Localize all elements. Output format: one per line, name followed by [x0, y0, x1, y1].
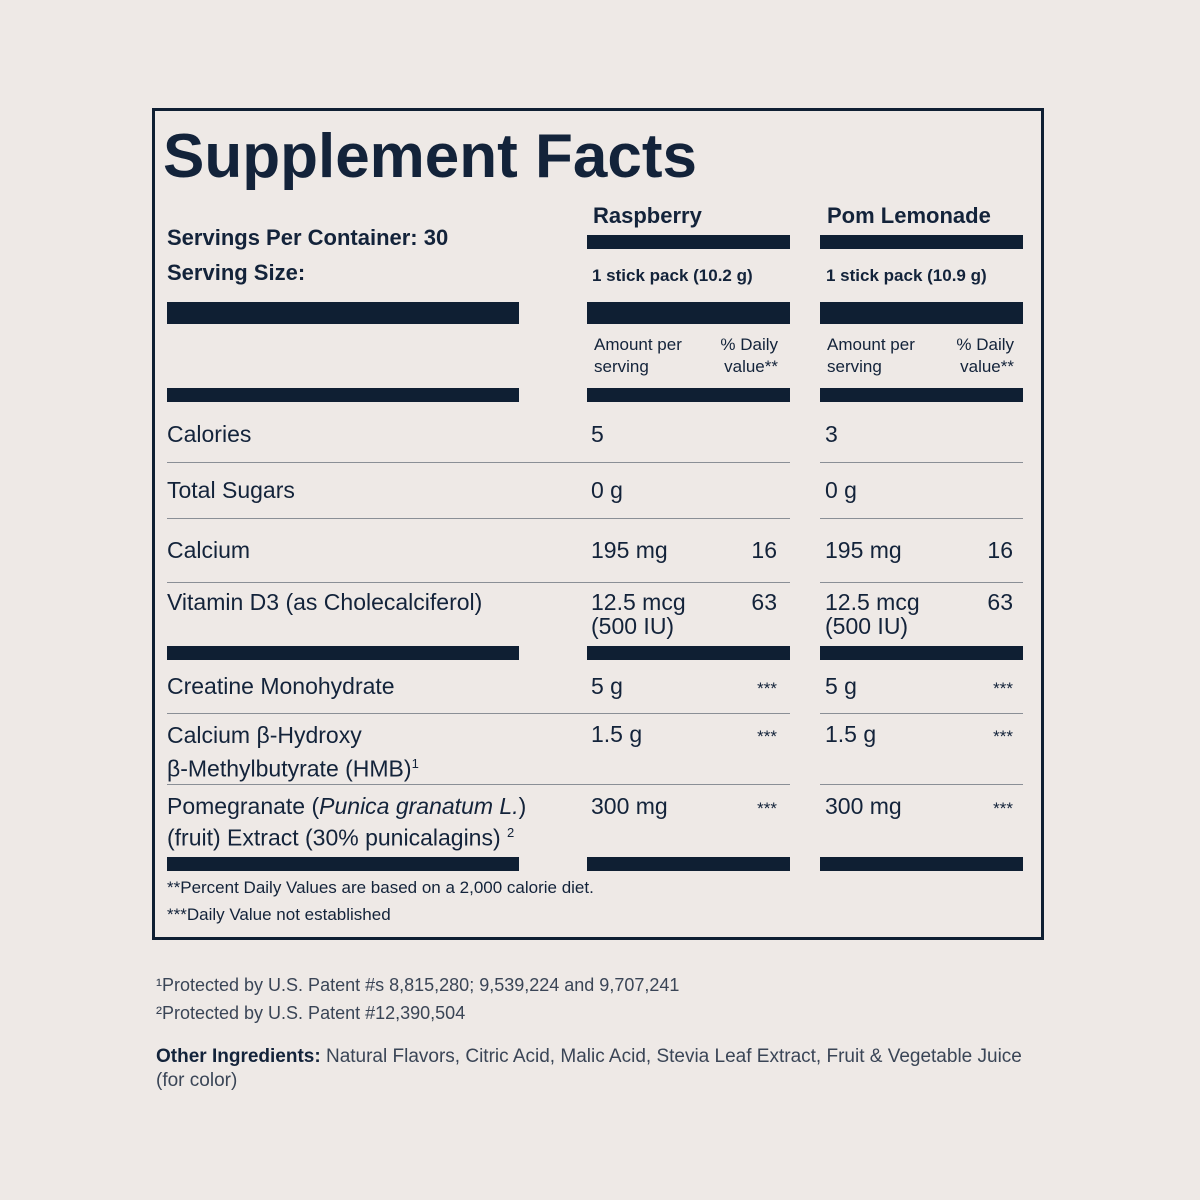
daily-value: ***: [757, 799, 777, 818]
amount-header: Amount per serving: [594, 335, 682, 376]
latin-name: Punica granatum L.: [319, 793, 519, 819]
amount: 1.5 g: [591, 721, 643, 747]
amount: 195 mg: [591, 537, 668, 563]
divider: [167, 462, 790, 463]
label-border: [152, 108, 1044, 940]
rule: [587, 857, 790, 871]
amount: 5 g: [825, 673, 857, 699]
rule: [587, 302, 790, 324]
footnote: ***Daily Value not established: [167, 905, 391, 924]
rule: [820, 235, 1023, 249]
daily-value: ***: [993, 799, 1013, 818]
rule: [167, 302, 519, 324]
footnote: **Percent Daily Values are based on a 2,…: [167, 878, 594, 897]
dv-header: % Daily value**: [956, 335, 1014, 376]
row-name: Pomegranate (Punica granatum L.): [167, 793, 526, 819]
rule: [167, 857, 519, 871]
serving: 1 stick pack (10.2 g): [592, 266, 753, 285]
row-name: (fruit) Extract (30% punicalagins) 2: [167, 820, 514, 851]
other-ingredients-label: Other Ingredients:: [156, 1046, 321, 1067]
rule: [820, 857, 1023, 871]
amount: 300 mg: [591, 793, 668, 819]
divider: [167, 784, 790, 785]
other-ingredients-text: Natural Flavors, Citric Acid, Malic Acid…: [156, 1046, 1022, 1091]
flavor: Raspberry: [593, 203, 702, 228]
divider: [167, 713, 790, 714]
row-name: β-Methylbutyrate (HMB)1: [167, 751, 419, 782]
row-name: Calcium β-Hydroxy: [167, 722, 362, 748]
amount: (500 IU): [591, 613, 675, 639]
rule: [167, 646, 519, 660]
rule: [820, 302, 1023, 324]
amount: 3: [825, 421, 838, 447]
servings: Servings Per Container: 30: [167, 225, 449, 250]
row-name-line: β-Methylbutyrate (HMB): [167, 755, 412, 782]
row-name: Creatine Monohydrate: [167, 673, 395, 699]
rule: [820, 388, 1023, 402]
row-name-part: Pomegranate (: [167, 793, 320, 819]
daily-value: 63: [751, 589, 777, 615]
daily-value: ***: [993, 727, 1013, 746]
divider: [820, 582, 1023, 583]
rule: [587, 235, 790, 249]
rule: [820, 646, 1023, 660]
amount: (500 IU): [825, 613, 909, 639]
divider: [820, 518, 1023, 519]
row-name: Vitamin D3 (as Cholecalciferol): [167, 589, 483, 615]
row-name: Calcium: [167, 537, 251, 563]
daily-value: 16: [751, 537, 777, 563]
amount: 0 g: [591, 477, 623, 503]
footnote-ref: 2: [507, 825, 515, 840]
divider: [820, 462, 1023, 463]
rule: [167, 388, 519, 402]
amount: 12.5 mcg: [825, 589, 920, 615]
daily-value: ***: [993, 679, 1013, 698]
amount: 5: [591, 421, 604, 447]
row-name: Total Sugars: [167, 477, 295, 503]
divider: [820, 784, 1023, 785]
amount-header: Amount per serving: [827, 335, 915, 376]
patent: ²Protected by U.S. Patent #12,390,504: [156, 1003, 466, 1023]
row-name-line: (fruit) Extract (30% punicalagins): [167, 824, 501, 851]
title: Supplement Facts: [163, 122, 697, 191]
flavor: Pom Lemonade: [827, 203, 991, 228]
amount: 0 g: [825, 477, 857, 503]
divider: [167, 582, 790, 583]
amount: 195 mg: [825, 537, 902, 563]
daily-value: ***: [757, 727, 777, 746]
rule: [587, 388, 790, 402]
serving: 1 stick pack (10.9 g): [826, 266, 987, 285]
daily-value: ***: [757, 679, 777, 698]
footnote-ref: 1: [411, 756, 419, 771]
row-name-part: ): [518, 793, 527, 819]
daily-value: 16: [987, 537, 1013, 563]
amount: 300 mg: [825, 793, 902, 819]
serving-size: Serving Size:: [167, 260, 306, 285]
divider: [167, 518, 790, 519]
amount: 5 g: [591, 673, 623, 699]
row-name: Calories: [167, 421, 252, 447]
divider: [820, 713, 1023, 714]
dv-header: % Daily value**: [720, 335, 778, 376]
amount: 12.5 mcg: [591, 589, 686, 615]
daily-value: 63: [987, 589, 1013, 615]
rule: [587, 646, 790, 660]
other-ingredients: Other Ingredients: Natural Flavors, Citr…: [156, 1045, 1036, 1093]
patent: ¹Protected by U.S. Patent #s 8,815,280; …: [156, 975, 680, 995]
amount: 1.5 g: [825, 721, 877, 747]
